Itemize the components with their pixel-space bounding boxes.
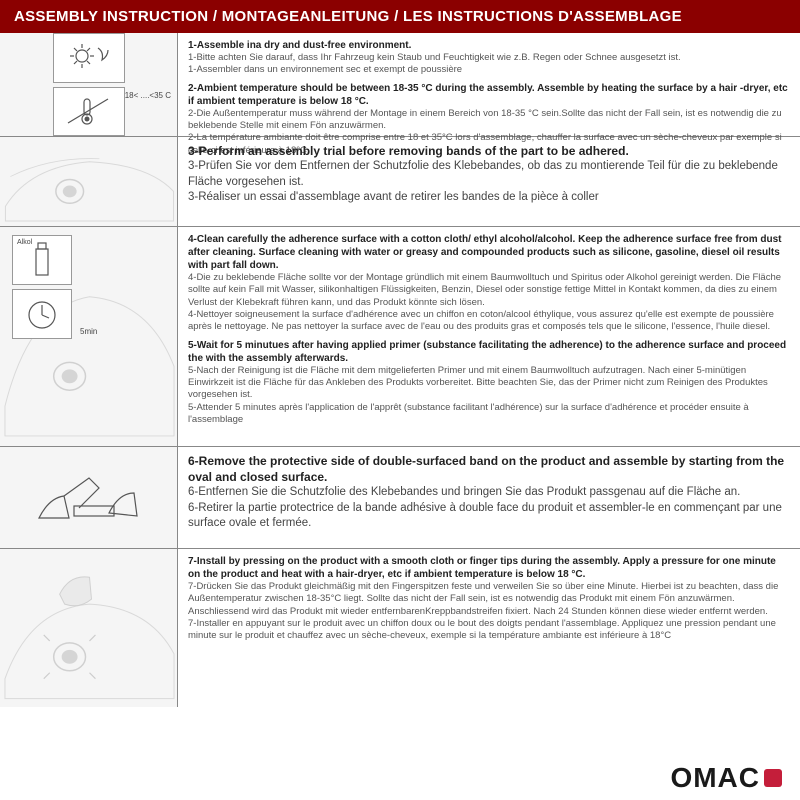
- time-label: 5min: [80, 327, 97, 336]
- step-text: 1-Assemble ina dry and dust-free environ…: [178, 33, 800, 136]
- step-translation: 3-Prüfen Sie vor dem Entfernen der Schut…: [188, 159, 790, 190]
- car-icon: [0, 137, 177, 226]
- step-text: 7-Install by pressing on the product wit…: [178, 549, 800, 707]
- brand-logo: OMAC: [670, 762, 782, 794]
- step-bold-text: 1-Assemble ina dry and dust-free environ…: [188, 39, 790, 52]
- step-translation: 7-Installer en appuyant sur le produit a…: [188, 618, 790, 643]
- instruction-row: 18< ....<35 C 1-Assemble ina dry and dus…: [0, 33, 800, 137]
- step-translation: 4-Nettoyer soigneusement la surface d'ad…: [188, 309, 790, 334]
- step-illustration: Alkol 5min: [0, 227, 178, 446]
- temp-label: 18< ....<35 C: [125, 91, 171, 100]
- step-translation: 1-Assembler dans un environnement sec et…: [188, 64, 790, 76]
- instruction-row: 7-Install by pressing on the product wit…: [0, 549, 800, 707]
- clock-icon: [22, 295, 62, 333]
- step-bold-text: 7-Install by pressing on the product wit…: [188, 555, 790, 581]
- thermometer-icon: [64, 95, 114, 127]
- bottle-icon: [22, 241, 62, 279]
- logo-mark-icon: [764, 769, 782, 787]
- step-illustration: [0, 447, 178, 548]
- step-bold-text: 6-Remove the protective side of double-s…: [188, 453, 790, 485]
- step-translation: 6-Entfernen Sie die Schutzfolie des Kleb…: [188, 485, 790, 501]
- instruction-rows: 18< ....<35 C 1-Assemble ina dry and dus…: [0, 33, 800, 707]
- page-title: ASSEMBLY INSTRUCTION / MONTAGEANLEITUNG …: [0, 0, 800, 33]
- alkol-label: Alkol: [17, 239, 32, 246]
- step-translation: 6-Retirer la partie protectrice de la ba…: [188, 501, 790, 532]
- step-translation: 7-Drücken Sie das Produkt gleichmäßig mi…: [188, 581, 790, 618]
- sun-icon: [64, 42, 114, 74]
- step-illustration: 18< ....<35 C: [0, 33, 178, 136]
- step-illustration: [0, 549, 178, 707]
- step-bold-text: 4-Clean carefully the adherence surface …: [188, 233, 790, 272]
- instruction-row: 6-Remove the protective side of double-s…: [0, 447, 800, 549]
- step-text: 3-Perform an assembly trial before remov…: [178, 137, 800, 226]
- step-translation: 5-Nach der Reinigung ist die Fläche mit …: [188, 365, 790, 402]
- step-translation: 1-Bitte achten Sie darauf, dass Ihr Fahr…: [188, 52, 790, 64]
- step-bold-text: 2-Ambient temperature should be between …: [188, 82, 790, 108]
- step-translation: 5-Attender 5 minutes après l'application…: [188, 402, 790, 427]
- hands-icon: [19, 458, 159, 538]
- step-text: 4-Clean carefully the adherence surface …: [178, 227, 800, 446]
- step-translation: 4-Die zu beklebende Fläche sollte vor de…: [188, 272, 790, 309]
- logo-text: OMAC: [670, 762, 760, 794]
- instruction-row: Alkol 5min 4-Clean carefully the adheren…: [0, 227, 800, 447]
- step-bold-text: 5-Wait for 5 minutues after having appli…: [188, 339, 790, 365]
- step-translation: 3-Réaliser un essai d'assemblage avant d…: [188, 190, 790, 206]
- step-illustration: [0, 137, 178, 226]
- instruction-row: 3-Perform an assembly trial before remov…: [0, 137, 800, 227]
- step-bold-text: 3-Perform an assembly trial before remov…: [188, 143, 790, 159]
- step-translation: 2-Die Außentemperatur muss während der M…: [188, 108, 790, 133]
- car-press-icon: [0, 549, 177, 707]
- step-text: 6-Remove the protective side of double-s…: [178, 447, 800, 548]
